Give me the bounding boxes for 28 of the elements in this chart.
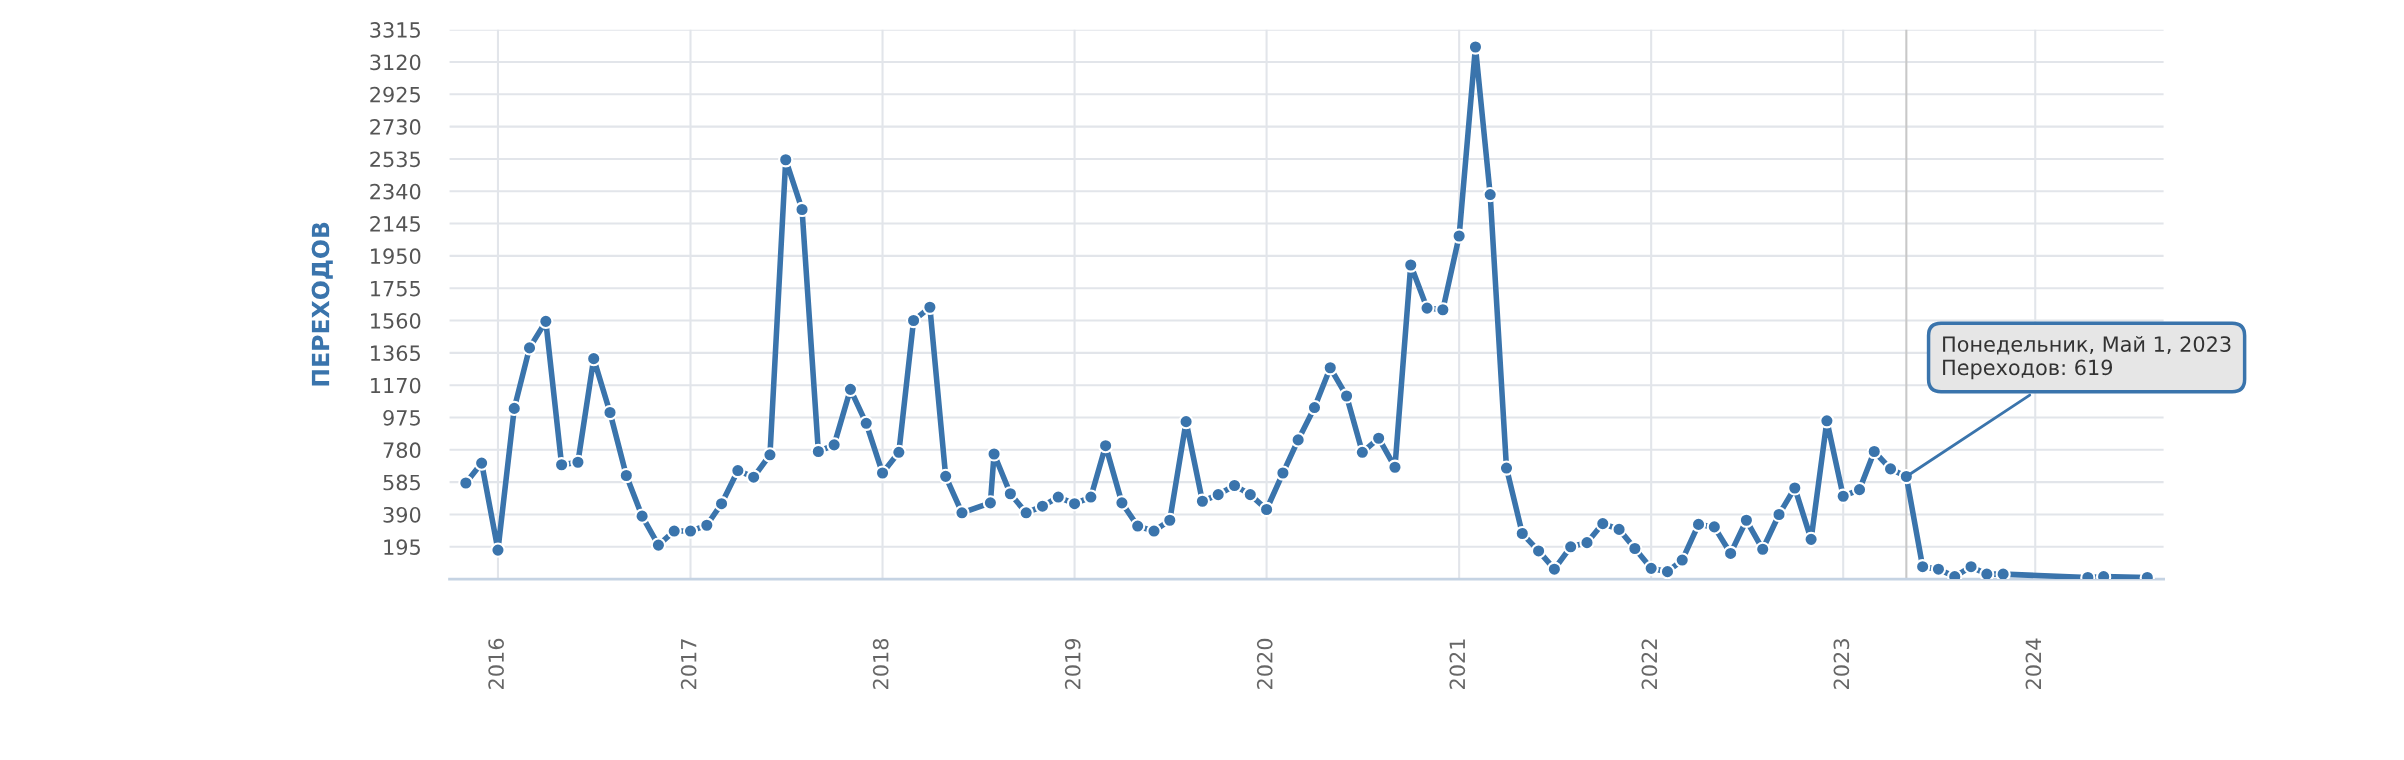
y-tick-label: 1560 — [371, 312, 421, 329]
y-tick-label: 1755 — [371, 280, 420, 297]
x-tick-label: 2017 — [680, 639, 697, 689]
y-tick-label: 3315 — [370, 22, 420, 38]
x-tick-label: 2016 — [488, 638, 504, 689]
y-tick-label: 780 — [383, 442, 421, 459]
x-tick-label: 2020 — [1256, 638, 1273, 689]
x-tick-label: 2024 — [2025, 638, 2042, 689]
y-tick-label: 1365 — [371, 345, 420, 362]
y-tick-label: 2730 — [370, 119, 421, 135]
annotation: Понедельник, Май 1, 2023 Переходов: 619 — [1943, 335, 2231, 380]
y-tick-label: 2535 — [370, 151, 420, 168]
x-tick-label: 2022 — [1641, 639, 1658, 689]
y-tick-label: 3120 — [370, 54, 421, 71]
x-tick-label: 2023 — [1833, 639, 1850, 689]
x-tick-label: 2018 — [872, 638, 889, 689]
y-tick-label: 2145 — [370, 216, 420, 232]
y-tick-label: 585 — [383, 474, 420, 491]
y-tick-label: 975 — [383, 409, 420, 426]
y-tick-label: 1950 — [371, 248, 421, 265]
y-tick-label: 1170 — [371, 377, 421, 394]
x-tick-label: 2019 — [1064, 638, 1081, 689]
x-tick-label: 2021 — [1449, 639, 1466, 689]
y-tick-label: 195 — [384, 539, 420, 556]
y-tick-label: 2340 — [370, 183, 421, 200]
y-axis-title: ПЕРЕХОДОВ — [311, 222, 333, 386]
y-tick-label: 2925 — [370, 86, 420, 103]
y-tick-label: 390 — [383, 506, 421, 523]
